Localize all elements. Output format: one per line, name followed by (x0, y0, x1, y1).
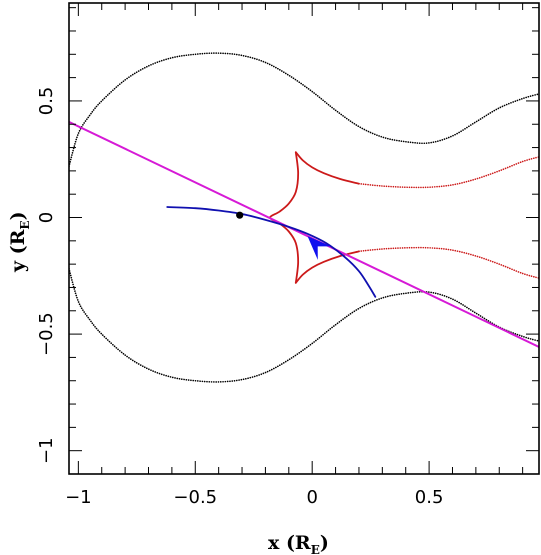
critical-curve-lower (69, 268, 539, 383)
ticks-layer: −1 −0.5 0 0.5 −1 −0.5 0 0.5 (36, 3, 539, 508)
caustic-upper-dotted (358, 156, 539, 189)
caustic-left (269, 151, 300, 284)
x-axis-label: x (RE) (268, 532, 329, 555)
x-tick-label: 0 (306, 487, 317, 508)
source-trajectory (69, 120, 539, 348)
y-tick-label: −0.5 (36, 312, 57, 356)
x-tick-label: 0.5 (415, 487, 444, 508)
x-tick-label: −1 (65, 487, 92, 508)
y-tick-label: −1 (36, 437, 57, 464)
caustic-upper-cusp (294, 151, 360, 185)
y-axis-label: y (RE) (7, 211, 32, 273)
x-tick-label: −0.5 (173, 487, 217, 508)
x-axis-label-close: ) (320, 532, 329, 554)
lens-trajectory (166, 206, 377, 298)
y-axis-label-sub: E (18, 220, 32, 229)
plot-frame (68, 2, 540, 475)
caustic-lower-dotted (358, 246, 539, 279)
y-tick-label: 0.5 (36, 87, 57, 116)
lens-center-point (236, 211, 244, 219)
y-tick-label: 0 (36, 212, 57, 223)
y-axis-label-close: ) (7, 211, 29, 220)
x-axis-label-sub: E (311, 543, 320, 555)
y-axis-label-main: y (R (7, 229, 29, 273)
critical-curve-upper (69, 52, 539, 168)
motion-arrow (307, 236, 332, 260)
x-axis-label-main: x (R (268, 532, 311, 554)
series-layer (69, 52, 539, 383)
